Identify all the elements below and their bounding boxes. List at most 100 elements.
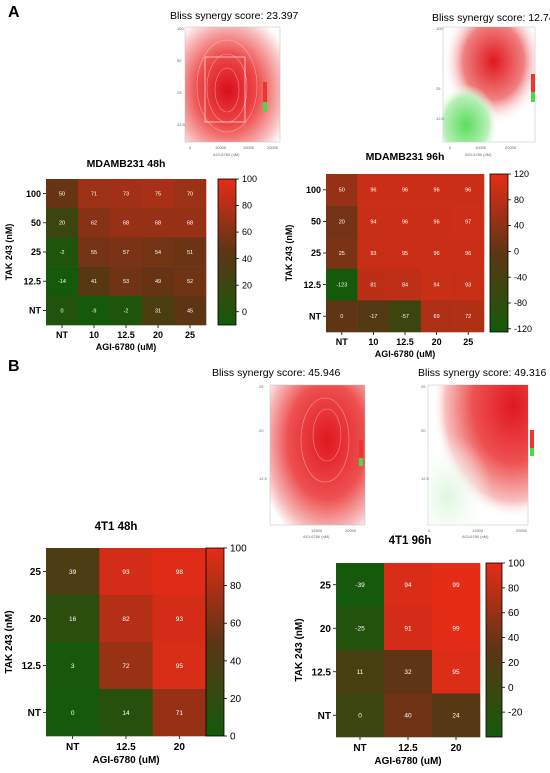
heatmap-cell — [452, 174, 485, 206]
heatmap-cell — [110, 295, 143, 326]
colorbar-tick-label: 20 — [242, 280, 252, 290]
svg-text:20000: 20000 — [345, 528, 357, 533]
colorbar-tick-label: -20 — [508, 708, 523, 719]
colorbar-tick-label: 80 — [230, 581, 242, 592]
heatmap-cell — [99, 548, 153, 596]
cell-value-label: 72 — [465, 314, 471, 320]
svg-text:20: 20 — [259, 428, 264, 433]
cell-value-label: 40 — [404, 713, 412, 720]
heatmap-cell — [99, 642, 153, 690]
heatmap-cell — [336, 650, 385, 694]
heatmap-cell — [78, 266, 111, 297]
heatmap-cell — [99, 595, 153, 643]
x-tick-label: NT — [66, 742, 79, 753]
x-tick-label: 20 — [153, 330, 163, 340]
heatmap-cell — [78, 295, 111, 326]
heatmap-cell — [110, 237, 143, 267]
heatmap-cell — [46, 237, 79, 267]
cell-value-label: 81 — [370, 283, 376, 289]
cell-value-label: -25 — [355, 626, 365, 633]
svg-text:20000: 20000 — [516, 528, 528, 533]
svg-text:25: 25 — [436, 86, 441, 91]
heatmap-cell — [46, 266, 79, 297]
cell-value-label: 31 — [155, 308, 161, 314]
cell-value-label: 50 — [59, 192, 65, 198]
cell-value-label: 69 — [434, 314, 440, 320]
heatmap-cell — [420, 174, 453, 206]
cell-value-label: 93 — [465, 283, 471, 289]
x-tick-label: 25 — [463, 337, 473, 347]
y-tick-label: 20 — [320, 624, 332, 635]
cell-value-label: 20 — [59, 221, 65, 227]
y-tick-label: 12.5 — [312, 667, 332, 678]
svg-text:12500: 12500 — [472, 528, 484, 533]
y-axis-label: TAK 243 (nM) — [294, 618, 305, 681]
y-tick-label: 100 — [306, 185, 321, 195]
cell-value-label: 94 — [370, 219, 376, 225]
heatmap-4t1-48h: 4T1 48h 39 93 98 16 82 93 3 72 95 0 14 71 25 20 12.5 NT N… — [4, 521, 247, 766]
colorbar-tick-label: 80 — [508, 583, 520, 594]
colorbar-tick-label: 0 — [230, 732, 236, 743]
colorbar — [205, 547, 225, 737]
cell-value-label: 94 — [404, 582, 412, 589]
colorbar-tick-label: 80 — [242, 201, 252, 211]
cell-value-label: 99 — [452, 626, 460, 633]
heatmap-cell — [142, 295, 175, 326]
heatmap-cell — [99, 689, 153, 737]
cell-value-label: 99 — [452, 582, 460, 589]
colorbar-tick-label: 20 — [508, 658, 520, 669]
x-tick-label: 12.5 — [396, 337, 414, 347]
heatmap-cell — [389, 205, 422, 238]
cell-value-label: 68 — [155, 221, 161, 227]
colorbar-tick-label: 100 — [230, 544, 247, 555]
cell-value-label: 70 — [187, 192, 193, 198]
svg-text:15000: 15000 — [243, 145, 255, 150]
cell-value-label: 96 — [370, 188, 376, 194]
y-tick-label: NT — [318, 711, 331, 722]
cell-value-label: 68 — [123, 221, 129, 227]
cell-value-label: 62 — [91, 221, 97, 227]
heatmap-cell — [142, 266, 175, 297]
heatmap-cell — [326, 237, 358, 270]
heatmap-title: MDAMB231 96h — [366, 151, 445, 163]
y-axis-label: TAK 243 (nM) — [4, 610, 15, 673]
colorbar-tick-label: 120 — [514, 169, 529, 179]
svg-text:25: 25 — [177, 90, 182, 95]
cell-value-label: 57 — [123, 250, 129, 256]
svg-text:20000: 20000 — [267, 145, 279, 150]
svg-text:10000: 10000 — [475, 145, 487, 150]
heatmap-cell — [384, 563, 433, 607]
heatmap-cell — [357, 237, 390, 270]
heatmap-cell — [420, 237, 453, 270]
cell-value-label: 96 — [402, 219, 408, 225]
heatmap-cell — [46, 208, 79, 238]
cell-value-label: 45 — [187, 308, 193, 314]
cell-value-label: 55 — [91, 250, 97, 256]
cell-value-label: 96 — [434, 251, 440, 257]
cell-value-label: 96 — [465, 188, 471, 194]
colorbar-tick-label: -40 — [514, 272, 527, 282]
y-tick-label: 25 — [311, 248, 321, 258]
synergy-surface-mdamb231-48h: 100 50 25 12.5 0 10000 15000 20000 AGI-6780 (n… — [177, 26, 281, 157]
bliss-score-mdamb231-96h: Bliss synergy score: 12.74 — [432, 12, 550, 24]
x-tick-label: 20 — [174, 742, 186, 753]
cell-value-label: 95 — [176, 663, 184, 670]
bliss-score-4t1-96h: Bliss synergy score: 49.316 — [418, 367, 547, 379]
x-axis-label: AGI-6780 (uM) — [374, 756, 441, 767]
heatmap-cell — [152, 595, 207, 643]
cell-value-label: 39 — [69, 569, 77, 576]
heatmap-cell — [142, 208, 175, 238]
cell-value-label: 25 — [339, 251, 345, 257]
colorbar-tick-label: 40 — [508, 633, 520, 644]
cell-value-label: 93 — [370, 251, 376, 257]
heatmap-cell — [152, 689, 207, 737]
cell-value-label: -123 — [336, 283, 347, 289]
cell-value-label: 98 — [176, 569, 184, 576]
heatmap-cell — [432, 563, 481, 607]
svg-text:AGI-6780 (nM): AGI-6780 (nM) — [213, 152, 240, 157]
cell-value-label: 94 — [434, 283, 440, 289]
panel-letter-a: A — [8, 4, 20, 21]
cell-value-label: -57 — [401, 314, 409, 320]
x-tick-label: 20 — [450, 743, 462, 754]
cell-value-label: 49 — [155, 279, 161, 285]
